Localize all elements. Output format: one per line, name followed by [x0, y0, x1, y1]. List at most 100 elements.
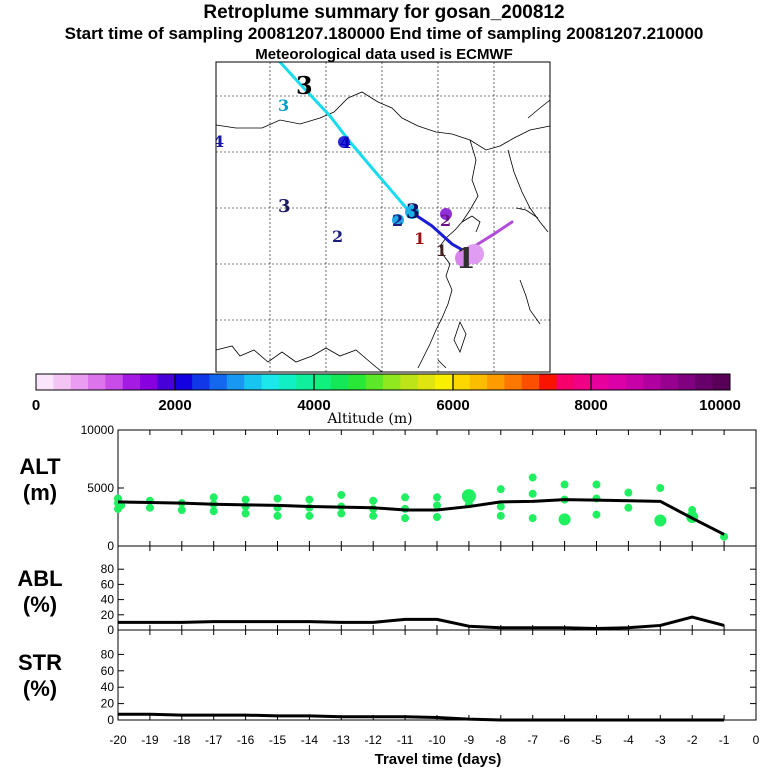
x-tick-label: 0: [753, 733, 760, 747]
colorbar-swatch: [348, 374, 367, 390]
alt-panel: 10000 5000 0: [81, 423, 757, 553]
y-tick-label: 0: [107, 539, 114, 553]
alt-data-point: [114, 494, 122, 503]
y-tick-label: 20: [101, 608, 115, 622]
x-tick-label: -5: [591, 733, 602, 747]
alt-data-point: [656, 484, 665, 492]
alt-data-point: [401, 514, 410, 523]
coastlines: [216, 91, 550, 372]
time-labels: 3 3 4 4 3 2 2 3 2 1 1 1: [216, 71, 475, 275]
colorbar-swatch: [105, 374, 124, 390]
colorbar-swatch: [573, 374, 592, 390]
alt-data-point: [592, 480, 601, 489]
alt-data-point: [433, 501, 441, 510]
colorbar-swatch: [695, 374, 714, 390]
colorbar-swatch: [608, 374, 627, 390]
colorbar-swatch: [53, 374, 72, 390]
colorbar-swatch: [625, 374, 644, 390]
colorbar-swatch: [556, 374, 575, 390]
colorbar-tick-label: 2000: [158, 397, 191, 414]
colorbar-frame: [35, 373, 731, 391]
colorbar-swatch: [157, 374, 176, 390]
y-tick-label: 20: [101, 697, 115, 711]
x-tick-label: -17: [205, 733, 223, 747]
colorbar-swatch: [122, 374, 141, 390]
alt-data-point: [528, 473, 537, 482]
colorbar-swatch: [278, 374, 297, 390]
alt-data-point: [369, 511, 378, 520]
colorbar-swatch: [383, 374, 401, 390]
alt-panel-unit: (m): [23, 480, 57, 505]
time-label: 1: [414, 229, 425, 248]
colorbar-swatch: [261, 374, 280, 390]
alt-data-point: [592, 510, 601, 519]
alt-data-point: [560, 480, 569, 489]
abl-panel-unit: (%): [23, 592, 57, 617]
alt-data-point: [177, 506, 186, 515]
alt-data-point: [241, 509, 250, 518]
abl-line: [118, 615, 725, 630]
colorbar-swatch: [400, 374, 419, 390]
x-tick-label: -2: [687, 733, 698, 747]
x-tick-labels: -20 -19 -18 -17 -16 -15 -14 -13 -12 -11 -10 -9 -8 -7-…: [109, 733, 759, 747]
y-tick-label: 80: [101, 647, 115, 661]
alt-data-point: [145, 503, 154, 512]
plume-markers: [338, 136, 484, 267]
y-tick-label: 40: [101, 680, 115, 694]
y-tick-label: 10000: [81, 423, 115, 437]
x-tick-label: -18: [173, 733, 191, 747]
x-tick-label: -11: [397, 733, 414, 747]
colorbar-swatch: [643, 374, 662, 390]
x-tick-label: -12: [365, 733, 383, 747]
str-frame: [117, 629, 757, 721]
x-axis-label: Travel time (days): [375, 751, 502, 768]
colorbar-swatch: [417, 374, 436, 390]
y-tick-label: 60: [101, 664, 115, 678]
time-label: 4: [340, 133, 351, 152]
colorbar-swatch: [88, 374, 106, 390]
x-tick-label: -7: [527, 733, 538, 747]
met-data-subtitle: Meteorological data used is ECMWF: [255, 46, 513, 63]
alt-data-point: [654, 514, 667, 527]
alt-data-point: [273, 511, 282, 520]
str-panel-label: STR: [18, 650, 62, 675]
alt-panel-label: ALT: [19, 454, 61, 479]
time-label: 1: [456, 242, 475, 275]
colorbar-swatch: [539, 374, 557, 390]
panel-labels: ALT (m) ABL (%) STR (%): [17, 454, 62, 701]
alt-data-point: [496, 511, 505, 520]
y-tick-label: 40: [101, 593, 115, 607]
colorbar-swatch: [140, 374, 158, 390]
alt-data-point: [496, 485, 505, 494]
y-tick-label: 0: [107, 713, 114, 727]
altitude-colorbar: [35, 373, 731, 391]
time-label: 2: [392, 211, 403, 230]
alt-data-point: [528, 514, 537, 523]
x-tick-label: -14: [301, 733, 319, 747]
colorbar-tick-label: 10000: [699, 397, 741, 414]
x-tick-label: -13: [333, 733, 351, 747]
colorbar-swatch: [70, 374, 89, 390]
alt-data-point: [624, 503, 633, 512]
time-label: 1: [436, 241, 447, 260]
colorbar-swatch: [365, 374, 384, 390]
alt-mean-line: [117, 498, 725, 536]
chart-title: Retroplume summary for gosan_200812: [203, 2, 565, 23]
colorbar-swatch: [712, 374, 731, 390]
time-label: 3: [296, 71, 313, 100]
map-frame: [215, 61, 551, 373]
colorbar-swatch: [591, 374, 610, 390]
y-tick-label: 5000: [87, 481, 114, 495]
colorbar-swatch: [487, 374, 505, 390]
alt-data-point: [433, 493, 441, 502]
colorbar-swatch: [677, 374, 696, 390]
sampling-time-subtitle: Start time of sampling 20081207.180000 E…: [64, 24, 704, 43]
x-tick-label: -9: [464, 733, 475, 747]
colorbar-swatch: [36, 374, 54, 390]
alt-data-point: [688, 506, 697, 515]
colorbar-swatch: [313, 374, 332, 390]
y-tick-label: 80: [101, 562, 115, 576]
